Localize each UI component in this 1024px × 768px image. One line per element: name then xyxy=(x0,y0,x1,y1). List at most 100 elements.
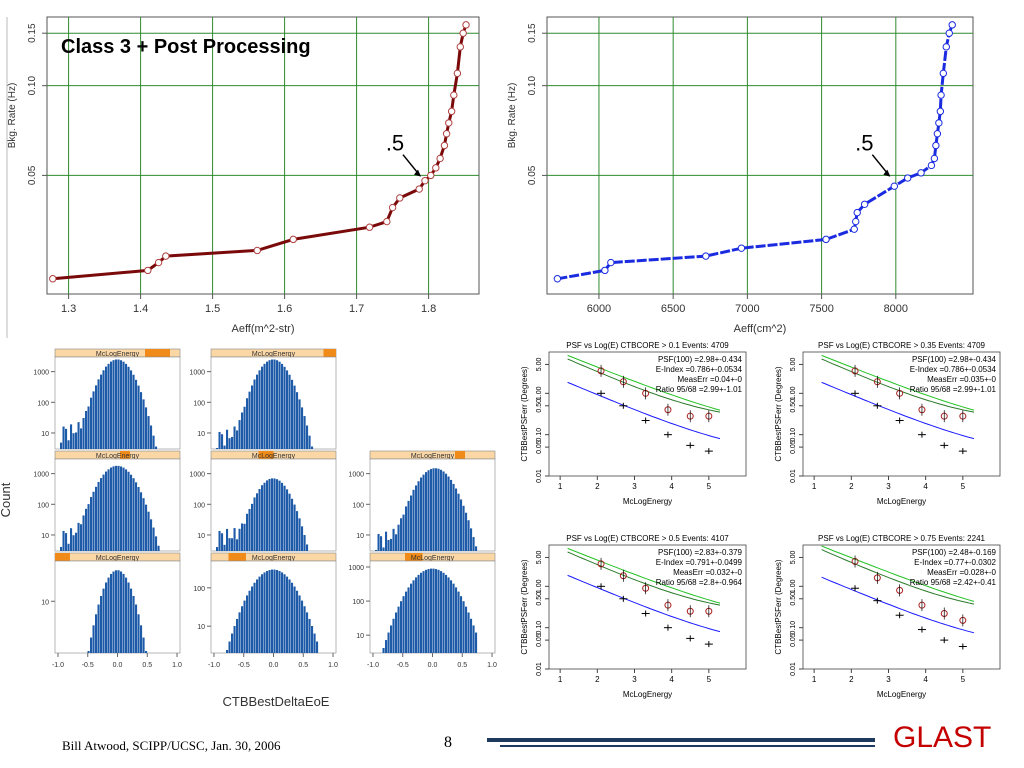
footer-rule-thin xyxy=(500,745,875,747)
x-tick-label: 1.0 xyxy=(487,662,497,669)
hist-bar xyxy=(433,468,435,551)
hist-bar xyxy=(299,595,301,653)
hist-bar xyxy=(90,638,92,653)
hist-bar xyxy=(276,479,278,551)
hist-bar xyxy=(271,570,273,653)
hist-bar xyxy=(145,407,147,449)
hist-bar xyxy=(115,359,117,449)
hist-bar xyxy=(143,638,145,653)
hist-bar xyxy=(130,589,132,653)
hist-bar xyxy=(123,362,125,449)
x-tick-label: 1.0 xyxy=(328,662,338,669)
psf-panel: PSF vs Log(E) CTBCORE > 0.35 Events: 470… xyxy=(774,341,1000,506)
chart-title: Class 3 + Post Processing xyxy=(61,36,311,58)
y-tick-label: 10 xyxy=(197,624,205,631)
hist-bar xyxy=(236,539,238,551)
hist-bar xyxy=(148,416,150,449)
hist-bar xyxy=(110,574,112,653)
hist-bar xyxy=(304,535,306,551)
hist-bar xyxy=(231,538,233,551)
hist-bar xyxy=(393,619,395,653)
data-point xyxy=(163,253,169,259)
hist-bar xyxy=(296,511,298,551)
hist-bar xyxy=(465,607,467,653)
hist-bar xyxy=(470,528,472,551)
hist-bar xyxy=(393,529,395,551)
x-tick-label: -0.5 xyxy=(82,662,94,669)
hist-bar xyxy=(125,469,127,551)
hist-bar xyxy=(390,539,392,551)
y-tick-label: 10 xyxy=(41,431,49,438)
psf-panel: PSF vs Log(E) CTBCORE > 0.5 Events: 4107… xyxy=(520,534,746,699)
y-tick-label: 5.00 xyxy=(790,358,797,372)
hist-bar xyxy=(286,489,288,551)
annotation-label: .5 xyxy=(386,131,404,156)
hist-bar xyxy=(264,572,266,653)
psf-y-axis-label: CTBBestPSFerr (Degrees) xyxy=(520,366,529,461)
hist-bar xyxy=(148,512,150,551)
hist-bar xyxy=(120,466,122,551)
hist-bar xyxy=(294,587,296,653)
x-tick-label: 4 xyxy=(923,675,928,684)
hist-bar xyxy=(138,614,140,653)
data-point xyxy=(422,177,428,183)
hist-bar xyxy=(450,580,452,653)
hist-bar xyxy=(145,651,147,653)
psf-stat-line: E-Index =0.77+-0.0302 xyxy=(914,558,996,567)
hist-bar xyxy=(311,447,313,449)
hist-bar xyxy=(395,612,397,653)
data-point xyxy=(853,218,859,224)
y-tick-label: 100 xyxy=(193,502,205,509)
annotation-label: .5 xyxy=(855,131,873,156)
psf-stat-line: MeasErr =0.035+-0 xyxy=(927,375,996,384)
hist-bar xyxy=(403,596,405,653)
hist-bar xyxy=(70,528,72,551)
hist-bar xyxy=(239,420,241,449)
plot-frame xyxy=(547,17,973,294)
hist-bar xyxy=(314,634,316,653)
x-tick-label: 1.5 xyxy=(205,303,220,315)
hist-x-axis-label: CTBBestDeltaEoE xyxy=(223,694,330,709)
hist-bar xyxy=(234,626,236,653)
hist-bar xyxy=(281,572,283,653)
psf-stat-line: PSF(100) =2.48+-0.169 xyxy=(912,548,997,557)
hist-panel: McLogEnergy 10 100 1000 xyxy=(189,451,336,551)
psf-x-axis-label: McLogEnergy xyxy=(623,690,672,699)
hist-bar xyxy=(95,614,97,653)
hist-bar xyxy=(216,448,218,449)
psf-stat-line: Ratio 95/68 =2.8+-0.964 xyxy=(656,578,743,587)
hist-bar xyxy=(309,436,311,449)
y-tick-label: 0.01 xyxy=(790,469,797,483)
hist-bar xyxy=(108,578,110,653)
hist-bar xyxy=(65,533,67,551)
hist-bar xyxy=(430,569,432,653)
hist-bar xyxy=(284,574,286,653)
y-tick-label: 1.00 xyxy=(536,386,543,400)
x-tick-label: -0.5 xyxy=(397,662,409,669)
hist-bar xyxy=(60,547,62,551)
data-point xyxy=(738,245,744,251)
x-tick-label: -0.5 xyxy=(238,662,250,669)
psf-title: PSF vs Log(E) CTBCORE > 0.35 Events: 470… xyxy=(818,341,986,350)
hist-bar xyxy=(385,640,387,653)
hist-bar xyxy=(236,619,238,653)
hist-bar xyxy=(440,571,442,653)
hist-bar xyxy=(281,483,283,551)
hist-bar xyxy=(68,544,70,551)
hist-bar xyxy=(249,591,251,653)
hist-bar xyxy=(219,531,221,551)
hist-bar xyxy=(390,625,392,653)
hist-bar xyxy=(138,487,140,551)
hist-bar xyxy=(301,407,303,449)
hist-bar xyxy=(455,587,457,653)
hist-bar xyxy=(113,571,115,653)
y-tick-label: 10 xyxy=(356,533,364,540)
hist-bar xyxy=(78,523,80,551)
psf-stat-line: E-Index =0.786+-0.0534 xyxy=(910,365,997,374)
hist-bar xyxy=(400,518,402,551)
hist-bar xyxy=(70,424,72,449)
x-tick-label: -1.0 xyxy=(208,662,220,669)
y-tick-label: 1000 xyxy=(33,472,49,479)
hist-bar xyxy=(224,446,226,449)
hist-bar xyxy=(133,375,135,449)
